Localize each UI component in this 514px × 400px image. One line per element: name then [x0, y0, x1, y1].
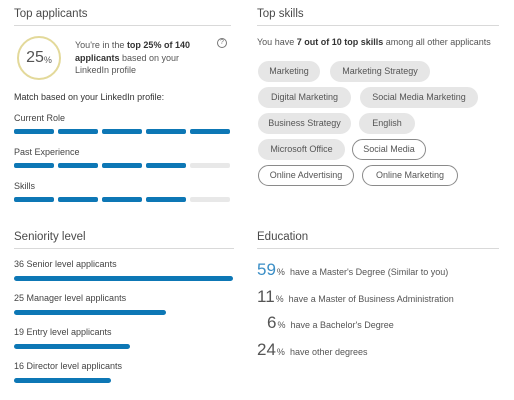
- match-segment-filled: [146, 197, 186, 202]
- match-segment-filled: [58, 129, 98, 134]
- criteria-bar-current-role: [14, 129, 230, 134]
- education-row-masters: 59% have a Master's Degree (Similar to yo…: [257, 260, 448, 280]
- percentile-value: 25: [26, 49, 44, 66]
- match-title: Match based on your LinkedIn profile:: [14, 92, 165, 102]
- seniority-bar-director: [14, 378, 111, 383]
- skill-pill-online-marketing[interactable]: Online Marketing: [362, 165, 458, 186]
- seniority-bar-manager: [14, 310, 166, 315]
- education-value: 59: [257, 260, 276, 279]
- rank-suffix: based on your LinkedIn profile: [75, 52, 180, 76]
- top-skills-title: Top skills: [257, 8, 304, 20]
- seniority-label-entry: 19 Entry level applicants: [14, 327, 112, 337]
- education-row-bachelors: 6% have a Bachelor's Degree: [267, 313, 394, 333]
- skill-pill-microsoft-office[interactable]: Microsoft Office: [258, 139, 345, 160]
- seniority-label-manager: 25 Manager level applicants: [14, 293, 127, 303]
- top-applicants-title: Top applicants: [14, 8, 88, 20]
- skill-pill-social-media[interactable]: Social Media: [352, 139, 426, 160]
- education-text: have a Master of Business Administration: [288, 294, 454, 304]
- education-unit: %: [276, 267, 285, 277]
- criteria-label-past-experience: Past Experience: [14, 147, 80, 157]
- criteria-bar-skills: [14, 197, 230, 202]
- education-value: 24: [257, 340, 276, 359]
- match-segment-filled: [102, 163, 142, 168]
- match-segment-filled: [146, 163, 186, 168]
- top-applicants-divider: [14, 25, 231, 26]
- education-value: 11: [257, 287, 275, 306]
- seniority-label-director: 16 Director level applicants: [14, 361, 123, 371]
- match-segment-filled: [102, 197, 142, 202]
- seniority-bar-senior: [14, 276, 233, 281]
- criteria-bar-past-experience: [14, 163, 230, 168]
- skill-pill-marketing[interactable]: Marketing: [258, 61, 320, 82]
- skills-summary-bold: 7 out of 10 top skills: [296, 37, 384, 47]
- seniority-bar-entry: [14, 344, 130, 349]
- skills-summary-prefix: You have: [257, 37, 297, 47]
- match-segment-filled: [58, 197, 98, 202]
- match-segment-filled: [58, 163, 98, 168]
- education-unit: %: [277, 320, 286, 330]
- top-skills-divider: [257, 25, 499, 26]
- education-unit: %: [276, 347, 285, 357]
- skill-pill-marketing-strategy[interactable]: Marketing Strategy: [330, 61, 430, 82]
- education-unit: %: [275, 294, 284, 304]
- match-segment-filled: [14, 197, 54, 202]
- education-divider: [257, 248, 499, 249]
- percentile-badge: 25%: [17, 36, 61, 80]
- skills-summary: You have 7 out of 10 top skills among al…: [257, 37, 491, 47]
- education-text: have other degrees: [289, 347, 368, 357]
- match-segment-empty: [190, 163, 230, 168]
- skills-summary-suffix: among all other applicants: [383, 37, 491, 47]
- skill-pill-english[interactable]: English: [359, 113, 415, 134]
- skill-pill-business-strategy[interactable]: Business Strategy: [258, 113, 351, 134]
- skill-pill-online-advertising[interactable]: Online Advertising: [258, 165, 354, 186]
- criteria-label-skills: Skills: [14, 181, 36, 191]
- rank-description: You're in the top 25% of 140 applicants …: [75, 39, 213, 77]
- seniority-label-senior: 36 Senior level applicants: [14, 259, 117, 269]
- criteria-label-current-role: Current Role: [14, 113, 66, 123]
- education-text: have a Bachelor's Degree: [290, 320, 394, 330]
- rank-bold: top 25% of 140 applicants: [75, 40, 190, 63]
- percentile-unit: %: [43, 55, 52, 65]
- education-title: Education: [257, 231, 309, 243]
- education-value: 6: [267, 313, 277, 332]
- seniority-divider: [14, 248, 234, 249]
- skill-pill-social-media-marketing[interactable]: Social Media Marketing: [360, 87, 478, 108]
- education-text: have a Master's Degree (Similar to you): [289, 267, 449, 277]
- match-segment-filled: [14, 163, 54, 168]
- education-row-other: 24% have other degrees: [257, 340, 368, 360]
- match-segment-filled: [14, 129, 54, 134]
- match-segment-filled: [102, 129, 142, 134]
- match-segment-filled: [190, 129, 230, 134]
- seniority-title: Seniority level: [14, 231, 86, 243]
- education-row-mba: 11% have a Master of Business Administrat…: [257, 287, 454, 307]
- skill-pill-digital-marketing[interactable]: Digital Marketing: [258, 87, 351, 108]
- match-segment-empty: [190, 197, 230, 202]
- question-circle-icon[interactable]: ?: [217, 38, 227, 48]
- rank-prefix: You're in the: [75, 40, 127, 50]
- match-segment-filled: [146, 129, 186, 134]
